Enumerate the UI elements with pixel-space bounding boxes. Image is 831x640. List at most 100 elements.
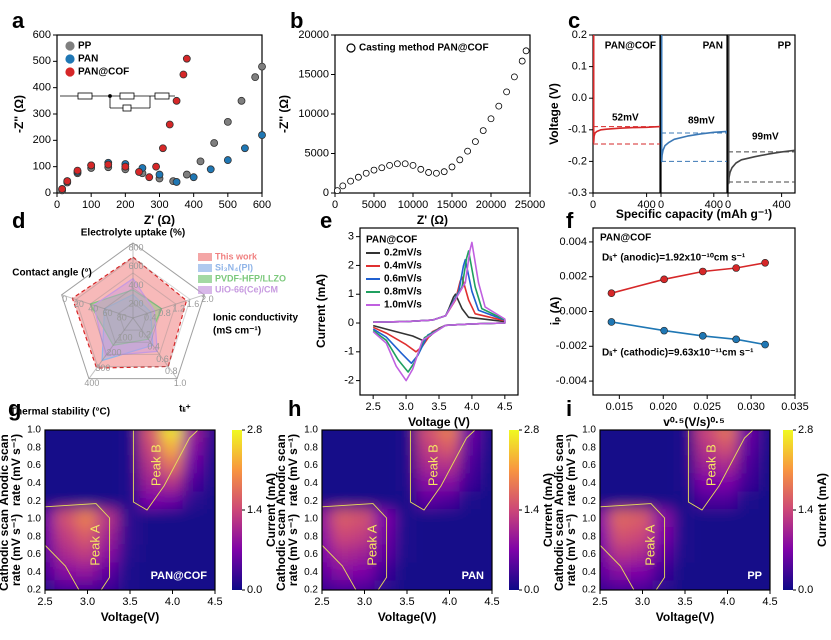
heatmap-cell: [75, 491, 100, 511]
heatmap-cell: [630, 526, 655, 547]
radar-tick-label: 600: [128, 261, 143, 271]
data-point: [761, 258, 769, 267]
y-axis-label: rate (mV s⁻¹): [286, 434, 300, 506]
heatmap-cell: [459, 473, 483, 494]
y-tick-label: 0.4: [582, 478, 596, 489]
heatmap-cell: [652, 526, 676, 547]
heatmap-cell: [694, 430, 718, 440]
data-point: [189, 173, 198, 182]
heatmap-cell: [118, 509, 142, 529]
heatmap-cell: [331, 491, 355, 511]
y-tick-label: 0: [348, 317, 354, 329]
x-axis-label: Voltage(V): [656, 610, 714, 624]
legend-label: 0.6mV/s: [384, 274, 422, 285]
heatmap-cell: [352, 437, 377, 458]
x-axis-label: Specific capacity (mAh g⁻¹): [616, 207, 772, 221]
heatmap-cell: [437, 437, 462, 458]
y-axis-label: Cathodic scan: [274, 509, 288, 591]
peak-label: Peak A: [642, 524, 657, 566]
data-point: [165, 120, 174, 129]
heatmap-cell: [331, 430, 355, 440]
heatmap-cell: [352, 544, 377, 565]
colorbar: [783, 430, 793, 590]
annotation: 52mV: [612, 113, 639, 124]
heatmap-cell: [374, 437, 398, 458]
heatmap-cell: [459, 562, 483, 583]
colorbar-tick-label: 2.8: [524, 424, 539, 436]
y-tick-label: 0.4: [304, 567, 318, 578]
y-tick-label: 10000: [298, 108, 329, 120]
y-tick-label: -1: [344, 346, 354, 358]
heatmap-cell: [54, 491, 78, 511]
heatmap-cell: [437, 526, 462, 547]
heatmap-cell: [160, 580, 185, 590]
data-point: [223, 118, 232, 126]
contour-line: [600, 544, 635, 590]
heatmap-cell: [97, 526, 121, 547]
heatmap-cell: [97, 430, 121, 440]
heatmap-cell: [160, 455, 185, 476]
data-point: [425, 169, 433, 176]
heatmap-cell: [715, 430, 740, 440]
x-tick-label: 4.0: [165, 596, 180, 608]
heatmap-cell: [160, 562, 185, 583]
radar-axis-label: Ionic conductivity: [213, 313, 298, 324]
heatmap-cell: [437, 430, 462, 440]
data-point: [251, 73, 260, 82]
data-point: [104, 160, 113, 169]
heatmap-cell: [416, 430, 440, 440]
heatmap-cell: [652, 562, 676, 583]
radar-tick-label: 1.2: [173, 303, 186, 313]
heatmap-cell: [609, 455, 633, 476]
y-axis-label: Cathodic scan: [0, 509, 11, 591]
x-tick-label: 10000: [398, 199, 429, 211]
heatmap-cell: [609, 509, 633, 529]
legend-label: This work: [215, 251, 258, 261]
data-point: [58, 185, 67, 193]
heatmap-cell: [652, 473, 676, 494]
radar-area: [89, 289, 163, 346]
peak-label: Peak B: [704, 444, 719, 486]
heatmap-cell: [322, 544, 334, 565]
y-tick-label: 0.8: [582, 531, 596, 542]
y-tick-label: 0.6: [582, 460, 596, 471]
legend-title: PAN@COF: [600, 233, 651, 244]
data-point: [258, 62, 266, 71]
heatmap-cell: [480, 473, 492, 494]
heatmap-cell: [758, 544, 770, 565]
heatmap-cell: [331, 562, 355, 583]
heatmap-cell: [715, 509, 740, 529]
heatmap-cell: [203, 491, 215, 511]
y-tick-label: 0.2: [27, 496, 41, 507]
heatmap-cell: [715, 562, 740, 583]
x-tick-label: 500: [219, 199, 237, 211]
x-tick-label: 400: [772, 199, 790, 211]
heatmap-cell: [374, 544, 398, 565]
sample-label: PP: [747, 570, 762, 582]
x-tick-label: 4.5: [762, 596, 777, 608]
heatmap-cell: [75, 580, 100, 590]
heatmap-cell: [480, 562, 492, 583]
y-axis-label: Cathodic scan: [552, 509, 566, 591]
heatmap-cell: [54, 509, 78, 529]
x-tick-label: 0: [658, 199, 664, 211]
heatmap-cell: [694, 544, 718, 565]
heatmap-cell: [118, 455, 142, 476]
legend-swatch: [198, 253, 212, 261]
panel-letter: c: [568, 8, 580, 33]
heatmap-cell: [75, 509, 100, 529]
heatmap-cell: [715, 455, 740, 476]
heatmap-cell: [416, 526, 440, 547]
y-tick-label: 200: [33, 134, 51, 146]
data-point: [362, 169, 370, 177]
heatmap-cell: [203, 509, 215, 529]
peak-label: Peak B: [149, 444, 164, 486]
data-point: [159, 144, 167, 153]
heatmap-cell: [374, 491, 398, 511]
panel-title: PAN@COF: [605, 41, 656, 52]
data-point: [172, 178, 181, 186]
legend-label: 1.0mV/s: [384, 300, 422, 311]
heatmap-cell: [416, 437, 440, 458]
x-axis-label: Z' (Ω): [144, 213, 175, 227]
heatmap-cell: [630, 509, 655, 529]
